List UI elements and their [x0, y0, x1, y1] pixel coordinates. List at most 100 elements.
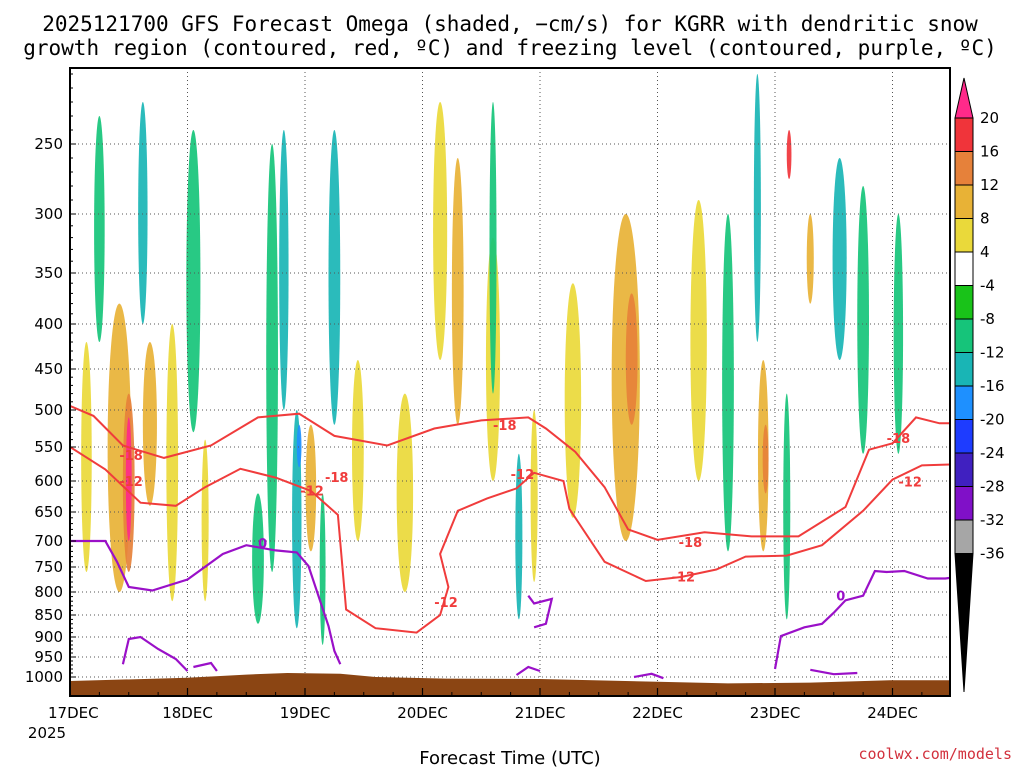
colorbar-label--16: -16 — [980, 377, 1005, 395]
omega-shade-7 — [138, 102, 148, 324]
omega-shade-30 — [722, 214, 734, 552]
colorbar-top-arrow — [954, 77, 974, 119]
freezing-level-contour-2 — [193, 661, 218, 672]
freezing-level-contour-1 — [121, 635, 189, 672]
omega-shade-21 — [451, 158, 464, 425]
omega-shade-10 — [252, 493, 264, 624]
omega-shade-19 — [396, 393, 414, 592]
x-tick-label-22DEC: 22DEC — [632, 704, 683, 722]
y-tick-label-800: 800 — [34, 583, 63, 601]
freezing-level-contour-0 — [70, 539, 342, 665]
colorbar-band-5 — [954, 251, 974, 286]
freezing-level-contour-5 — [633, 672, 664, 680]
contour-label-1: -12 — [119, 475, 143, 490]
freezing-level-contour-4 — [527, 595, 554, 629]
omega-shade-38 — [857, 186, 869, 454]
omega-shade-18 — [352, 360, 364, 541]
omega-shade-33 — [753, 74, 761, 342]
contour-label-0: -18 — [119, 449, 143, 464]
y-tick-label-550: 550 — [34, 438, 63, 456]
y-tick-label-1000: 1000 — [25, 668, 63, 686]
colorbar-band-7 — [954, 318, 974, 353]
x-tick-label-24DEC: 24DEC — [867, 704, 918, 722]
y-tick-label-700: 700 — [34, 532, 63, 550]
y-tick-label-250: 250 — [34, 135, 63, 153]
y-tick-label-850: 850 — [34, 606, 63, 624]
colorbar-label--8: -8 — [980, 310, 995, 328]
colorbar-band-10 — [954, 419, 974, 454]
colorbar-bottom-arrow — [954, 553, 974, 693]
colorbar-label--12: -12 — [980, 344, 1005, 362]
colorbar-label--20: -20 — [980, 411, 1005, 429]
omega-shade-11 — [266, 144, 278, 572]
y-tick-label-750: 750 — [34, 558, 63, 576]
colorbar-label-4: 4 — [980, 243, 990, 261]
colorbar-label--32: -32 — [980, 511, 1005, 529]
omega-shade-29 — [690, 200, 707, 481]
colorbar-band-9 — [954, 385, 974, 420]
omega-shade-5 — [166, 324, 179, 602]
omega-shade-32 — [762, 424, 769, 494]
contour-label-5: -18 — [493, 419, 517, 434]
contour-label-3: -12 — [300, 484, 324, 499]
dgz-contour-minus12 — [70, 446, 950, 634]
credit-text[interactable]: coolwx.com/models — [858, 745, 1012, 763]
x-axis-year: 2025 — [28, 724, 66, 742]
y-tick-label-450: 450 — [34, 360, 63, 378]
contour-label-10: -12 — [898, 476, 922, 491]
x-tick-label-23DEC: 23DEC — [750, 704, 801, 722]
x-tick-label-19DEC: 19DEC — [280, 704, 331, 722]
y-tick-label-600: 600 — [34, 472, 63, 490]
colorbar-label--36: -36 — [980, 545, 1005, 563]
colorbar-label-12: 12 — [980, 176, 999, 194]
omega-shade-17 — [328, 130, 341, 425]
contour-label-9: -18 — [887, 432, 911, 447]
x-tick-label-17DEC: 17DEC — [48, 704, 99, 722]
freezing-level-contour-7 — [810, 668, 858, 676]
omega-shade-25 — [530, 410, 538, 582]
colorbar: 20 16 12 8 4 -4 -8 -12 -16 -20 -24 -28 -32 -36 — [954, 77, 1005, 693]
y-tick-label-950: 950 — [34, 648, 63, 666]
omega-shade-6 — [94, 116, 105, 342]
contour-layer — [70, 404, 950, 680]
colorbar-band-11 — [954, 452, 974, 487]
omega-shade-35 — [786, 130, 792, 179]
omega-shade-37 — [832, 158, 847, 360]
y-tick-label-350: 350 — [34, 264, 63, 282]
colorbar-label--4: -4 — [980, 277, 995, 295]
chart-title-line2: growth region (contoured, red, ºC) and f… — [23, 36, 997, 60]
omega-shade-28 — [625, 293, 638, 425]
contour-label-11: 0 — [258, 537, 267, 552]
colorbar-label-16: 16 — [980, 143, 999, 161]
omega-shade-4 — [142, 342, 157, 506]
colorbar-band-1 — [954, 117, 974, 152]
omega-shade-26 — [564, 283, 582, 518]
chart-title-line1: 2025121700 GFS Forecast Omega (shaded, −… — [42, 12, 978, 36]
x-axis: 17DEC 18DEC 19DEC 20DEC 21DEC 22DEC 23DEC 24DEC — [48, 688, 923, 722]
colorbar-band-3 — [954, 184, 974, 219]
terrain-layer — [70, 673, 950, 696]
x-tick-label-18DEC: 18DEC — [162, 704, 213, 722]
freezing-level-contour-3 — [515, 665, 541, 676]
y-axis: 250 300 350 400 450 500 550 600 650 700 750 800 850 9… — [25, 73, 76, 686]
y-tick-label-900: 900 — [34, 628, 63, 646]
omega-shade-24 — [515, 453, 523, 620]
y-tick-label-650: 650 — [34, 503, 63, 521]
colorbar-band-4 — [954, 218, 974, 253]
omega-shade-12 — [279, 130, 289, 410]
omega-shade-23 — [489, 102, 497, 394]
contour-label-8: -12 — [672, 571, 696, 586]
omega-shade-16 — [319, 493, 326, 645]
contour-label-6: -12 — [511, 468, 535, 483]
plot-frame — [69, 67, 951, 697]
x-axis-label: Forecast Time (UTC) — [419, 748, 600, 768]
colorbar-label-20: 20 — [980, 109, 999, 127]
plot-area — [70, 68, 950, 696]
omega-shade-9 — [201, 439, 209, 602]
x-tick-label-20DEC: 20DEC — [397, 704, 448, 722]
y-tick-label-400: 400 — [34, 315, 63, 333]
grid-lines — [70, 68, 950, 696]
omega-shade-8 — [186, 130, 201, 433]
